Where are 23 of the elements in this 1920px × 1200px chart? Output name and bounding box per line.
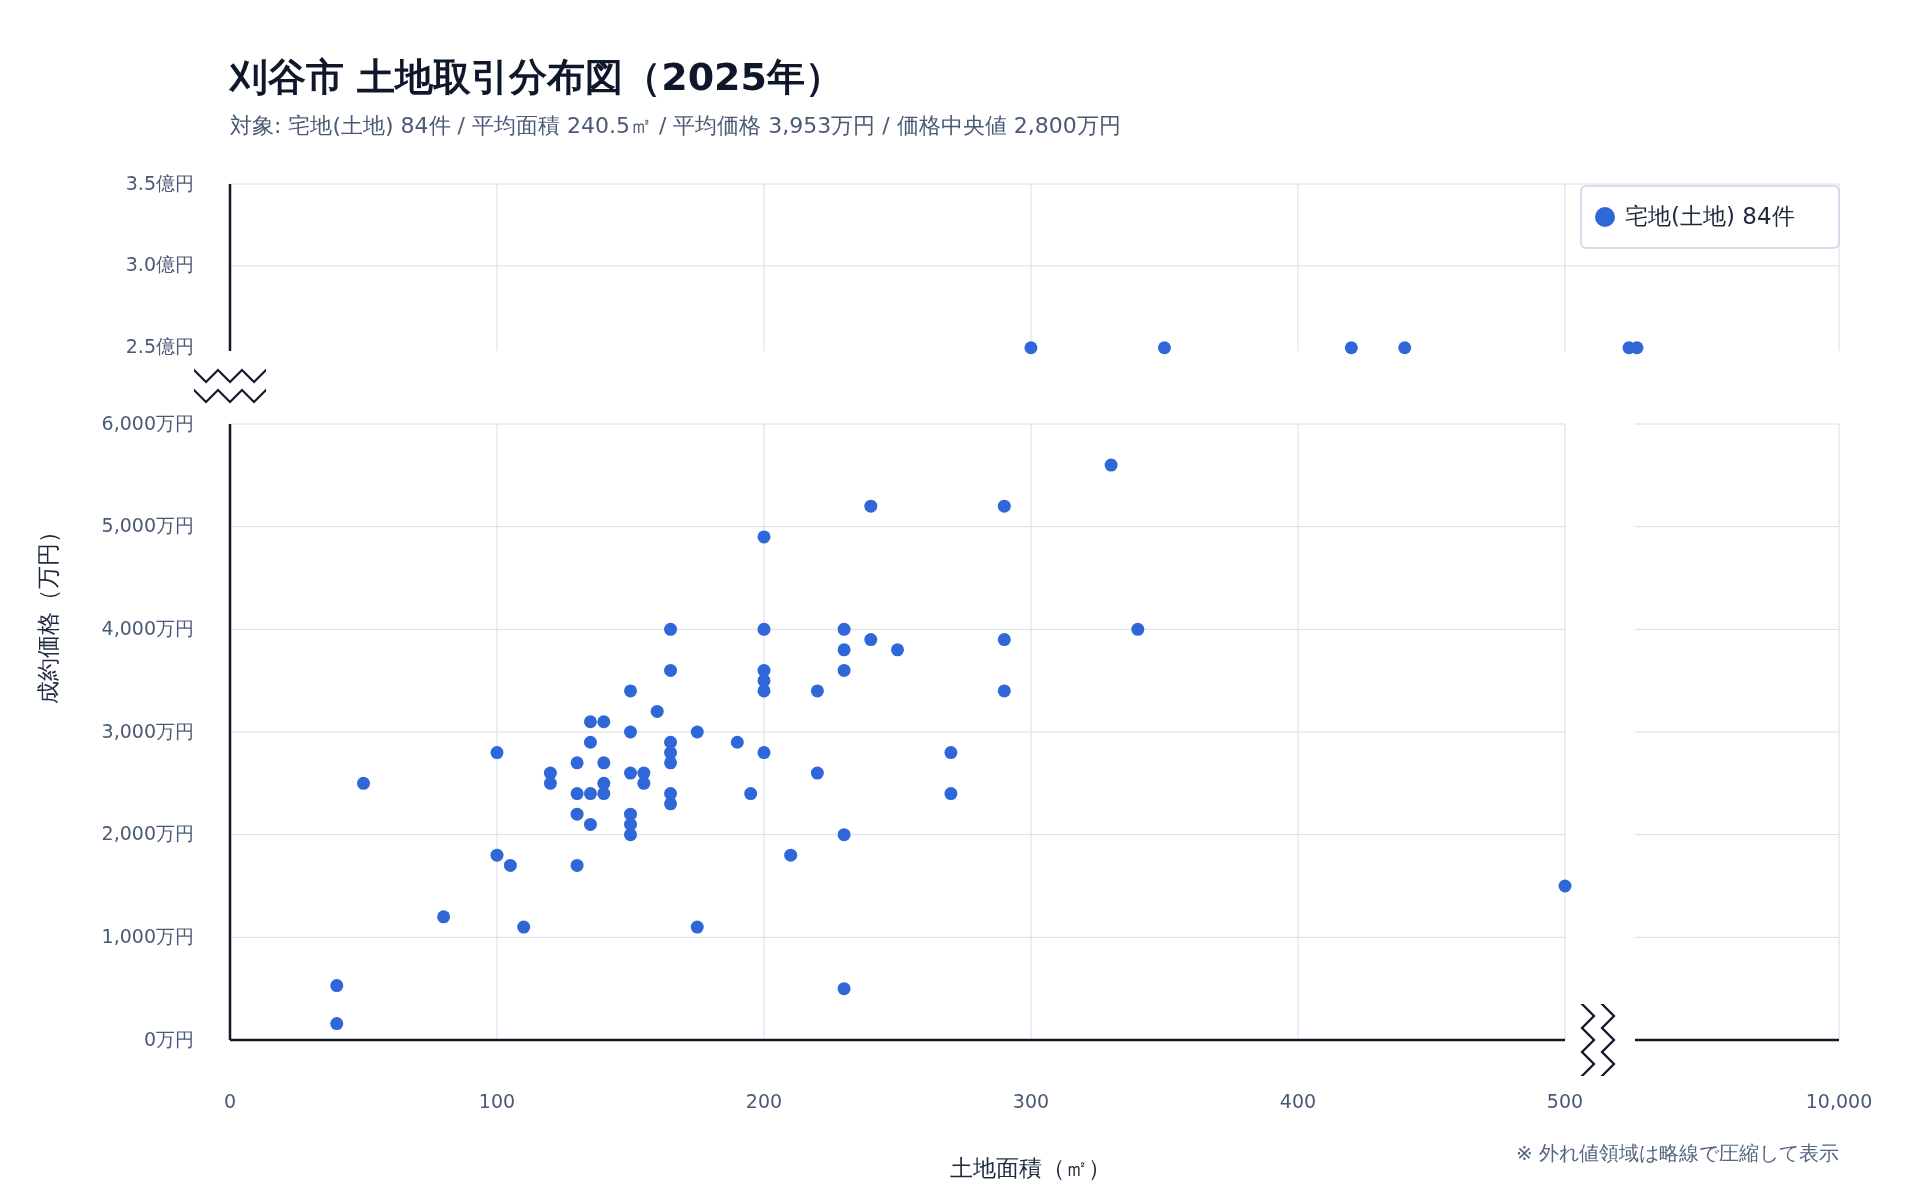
- x-axis-title: 土地面積（㎡）: [949, 1155, 1111, 1181]
- y-tick-label: 2,000万円: [101, 822, 194, 845]
- x-tick-label: 200: [745, 1089, 783, 1112]
- y-tick-label: 3.0億円: [125, 253, 194, 276]
- y-tick-label: 6,000万円: [101, 411, 194, 434]
- x-tick-label: 100: [478, 1089, 516, 1112]
- y-tick-label: 3.5億円: [125, 171, 194, 194]
- text: ※ 外れ値領域は略線で圧縮して表示: [1515, 1141, 1839, 1165]
- y-tick-label: 1,000万円: [101, 924, 194, 947]
- x-tick-label: 0: [223, 1089, 237, 1112]
- y-tick-label: 5,000万円: [101, 514, 194, 537]
- y-tick-label: 0万円: [143, 1027, 194, 1050]
- y-tick-label: 3,000万円: [101, 719, 194, 742]
- x-tick-label: 500: [1546, 1089, 1584, 1112]
- text: 10,000: [1805, 1089, 1873, 1112]
- y-tick-label: 4,000万円: [101, 616, 194, 639]
- y-tick-label: 2.5億円: [125, 335, 194, 358]
- x-tick-label: 300: [1012, 1089, 1050, 1112]
- y-axis-title: 成約価格（万円）: [35, 520, 61, 704]
- chart-subtitle: 対象: 宅地(土地) 84件 / 平均面積 240.5㎡ / 平均価格 3,953万円 / 価格中央値 2,800万円: [230, 113, 1121, 138]
- legend-label: 宅地(土地) 84件: [1625, 202, 1795, 229]
- x-tick-label: 400: [1279, 1089, 1317, 1112]
- chart-title: 刈谷市 土地取引分布図（2025年）: [228, 55, 843, 99]
